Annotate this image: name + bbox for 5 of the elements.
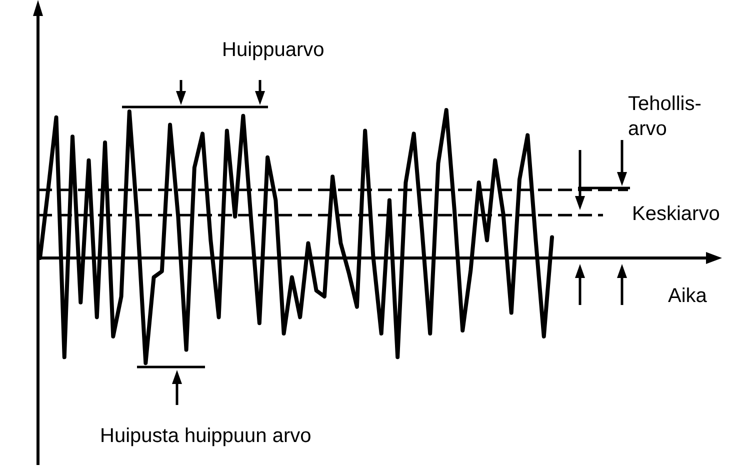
text: Huippuarvo [222, 38, 324, 63]
ref-line-label: Tehollis- arvo [628, 92, 702, 142]
text: Aika [668, 284, 707, 309]
text: Huipusta huippuun arvo [100, 424, 312, 449]
ref-line-label: Keskiarvo [632, 202, 720, 227]
